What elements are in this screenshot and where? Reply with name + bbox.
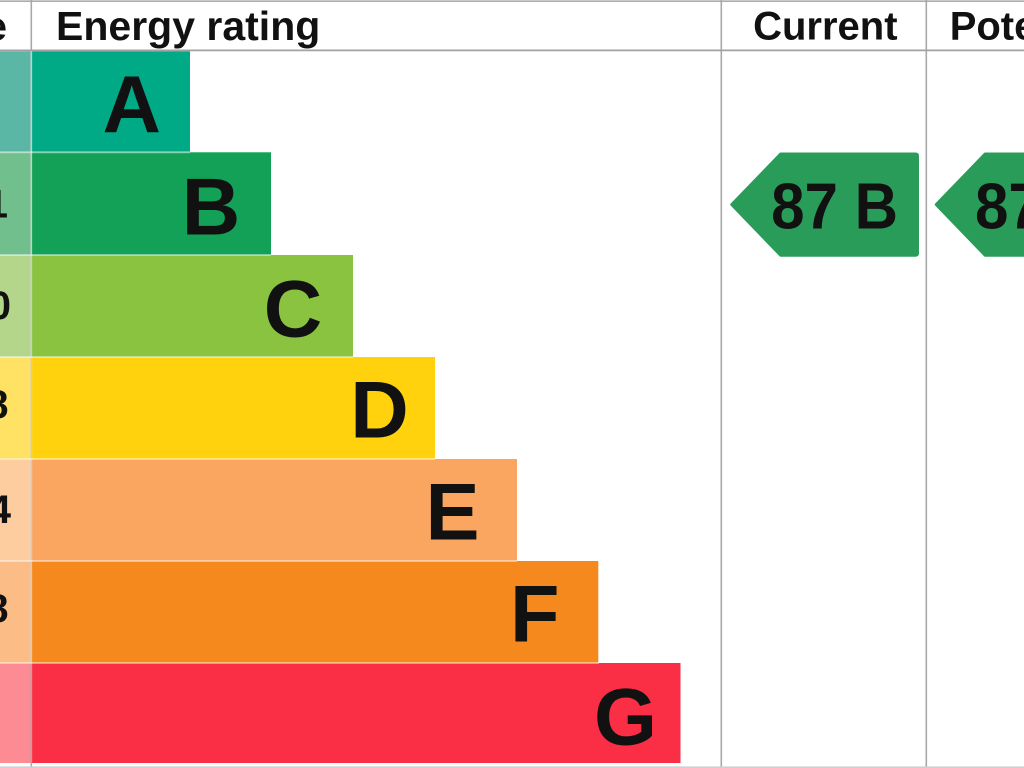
svg-text:E: E [425, 468, 479, 558]
svg-text:81-91: 81-91 [0, 183, 8, 227]
svg-text:D: D [350, 366, 409, 456]
svg-text:C: C [264, 265, 323, 355]
svg-text:Potential: Potential [950, 5, 1024, 49]
svg-text:Energy rating: Energy rating [56, 3, 320, 49]
svg-text:55-68: 55-68 [0, 383, 9, 427]
svg-text:69-80: 69-80 [0, 284, 11, 328]
svg-text:G: G [594, 673, 657, 763]
svg-text:Current: Current [753, 5, 897, 49]
svg-text:39-54: 39-54 [0, 488, 12, 532]
svg-text:21-38: 21-38 [0, 587, 9, 631]
svg-text:87 B: 87 B [771, 170, 898, 242]
svg-text:F: F [510, 570, 559, 660]
svg-text:87 B: 87 B [975, 170, 1024, 242]
svg-text:B: B [182, 163, 241, 253]
svg-text:A: A [103, 60, 162, 150]
svg-text:Score: Score [0, 5, 7, 49]
